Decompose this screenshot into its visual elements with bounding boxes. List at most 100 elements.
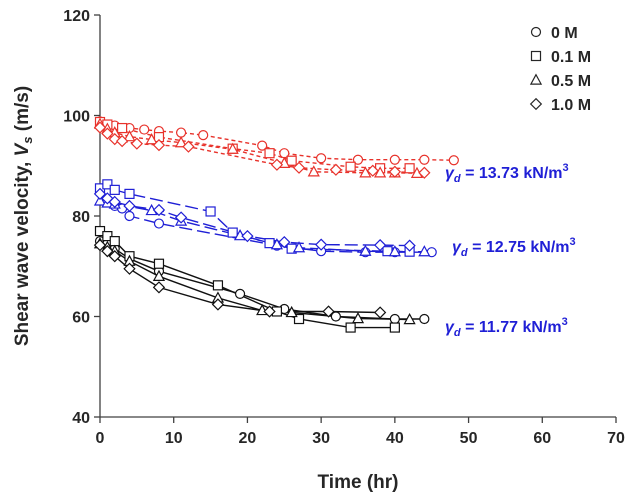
data-point-triangle: [93, 194, 107, 206]
data-point-diamond: [93, 187, 107, 201]
data-point-square: [345, 322, 356, 333]
data-point-square: [102, 179, 113, 190]
data-point-diamond: [418, 166, 431, 179]
series-line-square: [99, 230, 395, 329]
data-point-circle: [316, 153, 327, 164]
y-axis-title-unit: (m/s): [12, 86, 33, 137]
data-point-diamond: [108, 250, 121, 263]
data-point-triangle: [388, 245, 401, 257]
x-tick-label: 30: [312, 430, 330, 447]
legend-marker-triangle: [529, 73, 543, 85]
data-point-diamond: [278, 235, 291, 249]
data-point-diamond: [93, 121, 107, 134]
data-point-triangle: [418, 245, 431, 257]
data-point-diamond: [130, 137, 144, 150]
data-point-triangle: [403, 312, 416, 325]
x-tick-label: 50: [460, 430, 478, 447]
y-tick-label: 100: [63, 109, 90, 126]
legend-marker-diamond: [529, 97, 543, 111]
data-point-square: [109, 236, 120, 247]
data-point-triangle: [307, 165, 320, 177]
y-axis-title-text: Shear wave velocity,: [12, 156, 33, 346]
data-point-triangle: [292, 241, 306, 253]
data-point-diamond: [108, 195, 121, 209]
data-point-triangle: [226, 142, 239, 154]
legend-label: 0 M: [551, 25, 578, 42]
data-point-triangle: [359, 244, 372, 256]
legend-label: 1.0 M: [551, 97, 591, 114]
x-tick-label: 70: [607, 430, 625, 447]
data-point-diamond: [263, 305, 276, 318]
data-point-circle: [389, 313, 400, 325]
data-point-diamond: [211, 298, 225, 311]
data-point-diamond: [101, 245, 114, 258]
data-point-diamond: [373, 238, 387, 252]
data-point-diamond: [182, 140, 195, 153]
data-point-circle: [234, 288, 246, 299]
series-layer: [93, 116, 459, 333]
data-point-circle: [124, 210, 135, 222]
y-tick-label: 80: [72, 209, 90, 226]
data-point-diamond: [329, 163, 343, 176]
legend-marker-circle: [530, 26, 542, 38]
data-point-circle: [330, 311, 341, 322]
data-point-diamond: [108, 132, 121, 146]
data-point-diamond: [123, 199, 136, 213]
legend-label: 0.5 M: [551, 73, 591, 90]
data-point-circle: [419, 154, 430, 165]
x-axis-title: Time (hr): [318, 472, 399, 493]
series-group-2: [93, 225, 430, 333]
data-point-square: [109, 184, 120, 195]
data-point-diamond: [403, 239, 416, 252]
x-tick-label: 20: [239, 430, 257, 447]
data-point-circle: [257, 140, 268, 151]
data-point-diamond: [93, 238, 107, 252]
data-point-diamond: [322, 305, 335, 318]
data-point-square: [264, 238, 275, 249]
data-point-triangle: [374, 166, 387, 178]
data-point-triangle: [152, 269, 166, 281]
axes: 0 10 20 30 40 50 60 70 40 60 80 100 120: [63, 8, 625, 447]
data-point-diamond: [152, 281, 166, 294]
data-point-square: [153, 258, 165, 269]
data-point-diamond: [123, 262, 136, 275]
series-group-1: [93, 179, 437, 258]
data-point-diamond: [115, 134, 129, 148]
y-axis-title: Shear wave velocity, Vs (m/s): [12, 86, 35, 346]
data-point-triangle: [123, 130, 136, 142]
data-point-circle: [419, 313, 430, 325]
data-point-circle: [389, 154, 400, 165]
data-point-square: [286, 155, 297, 166]
data-point-circle: [352, 154, 364, 165]
density-annotation: γd = 11.77 kN/m3: [445, 316, 568, 339]
y-tick-label: 120: [63, 8, 90, 25]
x-tick-label: 60: [533, 430, 551, 447]
data-point-circle: [198, 129, 209, 141]
series-group-0: [93, 116, 459, 179]
x-tick-label: 0: [96, 430, 105, 447]
data-point-square: [264, 148, 275, 159]
data-point-diamond: [152, 203, 166, 217]
data-point-circle: [448, 155, 459, 166]
data-point-square: [227, 227, 238, 238]
series-line-diamond: [99, 244, 381, 314]
legend-label: 0.1 M: [551, 49, 591, 66]
data-point-diamond: [292, 161, 306, 174]
data-point-circle: [153, 218, 165, 229]
data-point-diamond: [152, 138, 166, 152]
data-point-diamond: [373, 306, 387, 319]
labels-layer: Time (hr) Shear wave velocity, Vs (m/s) γd…: [12, 86, 576, 493]
series-line-circle: [99, 120, 454, 161]
legend: 0 M 0.1 M 0.5 M 1.0 M: [529, 25, 591, 114]
y-tick-label: 60: [72, 310, 90, 327]
y-tick-label: 40: [72, 410, 90, 427]
data-point-diamond: [366, 164, 379, 177]
data-point-diamond: [270, 158, 284, 171]
y-axis-title-symbol: V: [12, 142, 33, 156]
x-tick-label: 10: [165, 430, 183, 447]
legend-marker-square: [530, 50, 542, 62]
data-point-diamond: [388, 165, 402, 178]
data-point-circle: [139, 124, 150, 135]
data-point-diamond: [101, 127, 114, 140]
